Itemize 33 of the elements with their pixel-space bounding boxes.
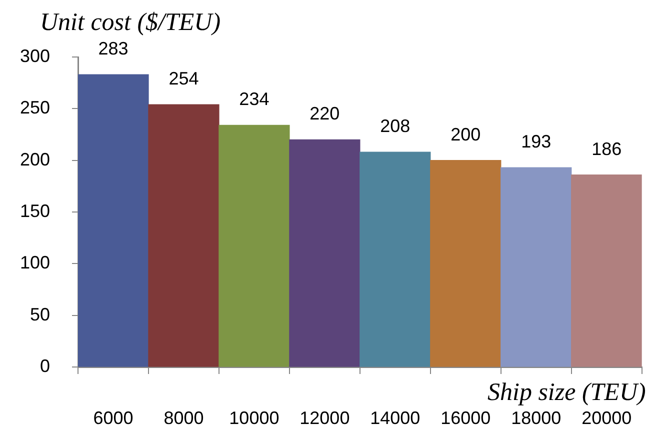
data-label: 186: [592, 138, 622, 159]
y-tick-label: 100: [20, 252, 50, 273]
y-tick-label: 50: [30, 304, 50, 324]
data-label: 220: [310, 104, 340, 124]
x-tick-label: 20000: [582, 408, 632, 428]
y-tick-label: 200: [20, 149, 50, 170]
x-tick-label: 10000: [229, 408, 280, 428]
x-tick-label: 6000: [93, 408, 134, 428]
bar: [500, 167, 572, 367]
data-label: 254: [168, 68, 199, 88]
bar: [289, 139, 360, 367]
x-tick-label: 14000: [370, 408, 420, 428]
y-axis-title: Unit cost ($/TEU): [40, 9, 221, 36]
y-tick-label: 300: [20, 46, 50, 66]
x-tick-label: 8000: [164, 408, 204, 428]
data-label: 208: [380, 116, 410, 136]
bar: [78, 74, 149, 367]
bar: [218, 124, 290, 367]
x-tick-label: 16000: [440, 408, 491, 428]
data-label: 234: [239, 89, 270, 110]
data-label: 193: [521, 132, 552, 152]
y-tick-label: 250: [20, 98, 50, 118]
x-tick-label: 18000: [511, 408, 562, 428]
y-tick-label: 150: [20, 200, 50, 221]
bar: [430, 160, 502, 367]
data-label: 283: [98, 38, 128, 59]
data-label: 200: [450, 124, 481, 144]
x-axis-title: Ship size (TEU): [488, 379, 646, 406]
bar: [148, 104, 220, 367]
bar: [360, 152, 431, 367]
y-tick-label: 0: [40, 356, 50, 376]
bar: [571, 174, 642, 367]
x-tick-label: 12000: [300, 408, 350, 428]
